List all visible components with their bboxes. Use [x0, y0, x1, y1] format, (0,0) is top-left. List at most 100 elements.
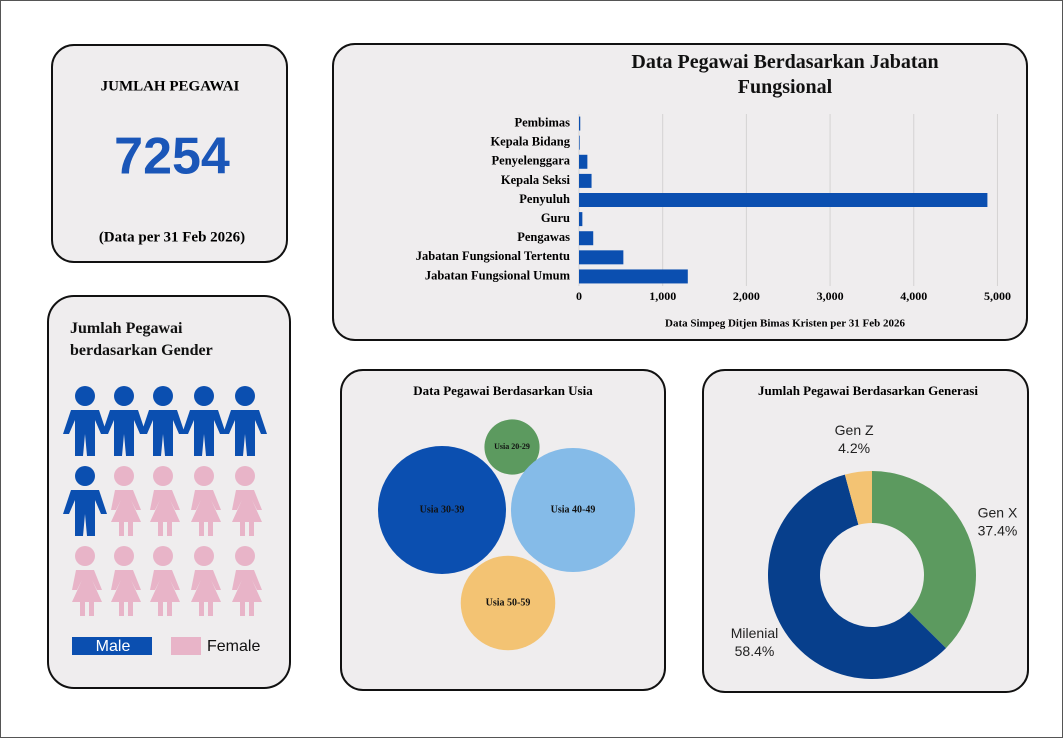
bubble: [484, 419, 540, 475]
bubble-label: Usia 40-49: [551, 504, 596, 515]
icon-body: [72, 570, 102, 616]
x-tick-label: 1,000: [649, 289, 676, 303]
bubble-label: Usia 50-59: [486, 597, 531, 608]
y-tick-label: Pengawas: [517, 230, 570, 244]
bubble: [378, 446, 506, 574]
slice-value: 37.4%: [978, 522, 1018, 538]
male-icon: [63, 386, 107, 456]
icon-body: [191, 490, 221, 536]
y-tick-label: Penyuluh: [519, 192, 570, 206]
legend-label: Male: [96, 638, 131, 655]
chart-title: Data Pegawai Berdasarkan Jabatan Fungsio…: [631, 51, 939, 98]
legend-swatch: [72, 637, 152, 655]
kpi-title: JUMLAH PEGAWAI: [101, 78, 240, 94]
icon-head: [235, 386, 255, 406]
icon-head: [235, 546, 255, 566]
y-tick-label: Pembimas: [514, 115, 570, 129]
x-tick-label: 4,000: [900, 289, 927, 303]
chart-title: Jumlah Pegawai berdasarkan Gender: [70, 320, 213, 359]
slice-name: Gen Z: [835, 422, 874, 438]
card: [332, 43, 1028, 341]
x-axis-label: Data Simpeg Ditjen Bimas Kristen per 31 …: [665, 318, 905, 330]
icon-body: [111, 490, 141, 536]
donut-slice: [844, 471, 872, 525]
x-tick-label: 0: [576, 289, 582, 303]
icon-head: [235, 466, 255, 486]
icon-body: [191, 570, 221, 616]
icon-body: [102, 410, 146, 456]
y-tick-label: Jabatan Fungsional Umum: [425, 268, 571, 282]
bubble-label: Usia 30-39: [420, 504, 465, 515]
bar: [579, 269, 688, 284]
icon-head: [194, 546, 214, 566]
female-icon: [191, 466, 221, 536]
female-icon: [111, 546, 141, 616]
kpi-value: 7254: [114, 128, 230, 186]
icon-head: [75, 546, 95, 566]
icon-body: [63, 410, 107, 456]
bar: [579, 231, 594, 246]
female-icon: [191, 546, 221, 616]
y-tick-label: Guru: [541, 211, 570, 225]
slice-name: Gen X: [978, 504, 1018, 520]
icon-body: [232, 490, 262, 536]
male-icon: [141, 386, 185, 456]
icon-body: [141, 410, 185, 456]
icon-head: [194, 466, 214, 486]
icon-head: [153, 466, 173, 486]
icon-head: [153, 546, 173, 566]
bubble-label: Usia 20-29: [494, 442, 530, 451]
bar: [579, 154, 588, 169]
chart-title: Jumlah Pegawai Berdasarkan Generasi: [758, 383, 978, 398]
donut-slice: [768, 474, 946, 679]
x-tick-label: 2,000: [733, 289, 760, 303]
icon-head: [114, 546, 134, 566]
icon-body: [232, 570, 262, 616]
icon-head: [75, 466, 95, 486]
bar: [579, 250, 624, 265]
bubble: [460, 555, 556, 651]
slice-value: 58.4%: [735, 643, 775, 659]
female-icon: [232, 546, 262, 616]
legend-label: Female: [207, 638, 260, 655]
x-tick-label: 5,000: [984, 289, 1011, 303]
female-icon: [72, 546, 102, 616]
y-tick-label: Jabatan Fungsional Tertentu: [416, 249, 570, 263]
card: [51, 44, 288, 263]
kpi-note: (Data per 31 Feb 2026): [99, 229, 245, 245]
y-tick-label: Kepala Bidang: [490, 135, 570, 149]
icon-head: [194, 386, 214, 406]
donut-slice: [872, 471, 977, 649]
slice-name: Milenial: [731, 625, 778, 641]
male-icon: [223, 386, 267, 456]
female-icon: [111, 466, 141, 536]
bar: [579, 173, 592, 188]
icon-body: [223, 410, 267, 456]
icon-body: [150, 570, 180, 616]
icon-body: [63, 490, 107, 536]
x-tick-label: 3,000: [817, 289, 844, 303]
bar: [579, 116, 581, 131]
bar: [579, 135, 580, 150]
male-icon: [182, 386, 226, 456]
slice-value: 4.2%: [838, 440, 870, 456]
icon-body: [182, 410, 226, 456]
male-icon: [63, 466, 107, 536]
icon-head: [75, 386, 95, 406]
icon-head: [114, 386, 134, 406]
chart-title: Data Pegawai Berdasarkan Usia: [413, 383, 593, 398]
female-icon: [150, 546, 180, 616]
icon-body: [150, 490, 180, 536]
bar: [579, 212, 583, 227]
y-tick-label: Kepala Seksi: [501, 173, 571, 187]
icon-head: [114, 466, 134, 486]
legend-swatch: [171, 637, 201, 655]
bar: [579, 193, 988, 207]
female-icon: [232, 466, 262, 536]
icon-head: [153, 386, 173, 406]
male-icon: [102, 386, 146, 456]
bubble: [510, 447, 636, 573]
y-tick-label: Penyelenggara: [492, 154, 571, 168]
